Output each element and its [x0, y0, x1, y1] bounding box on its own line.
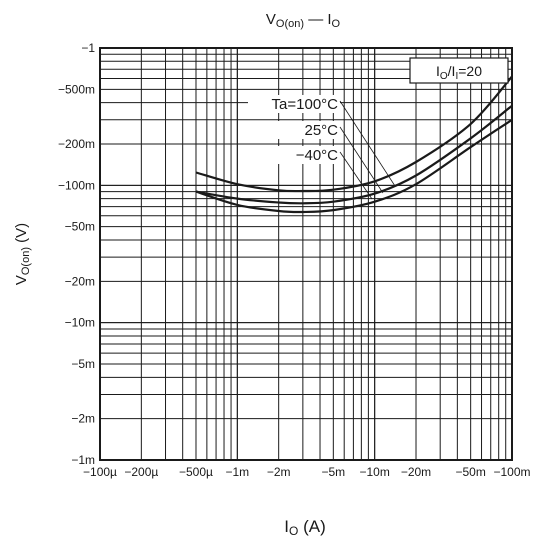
- x-tick-label: −100µ: [83, 465, 117, 479]
- ylabel-v: V: [13, 275, 30, 285]
- condition-box: [409, 57, 509, 84]
- series-leader-0: [339, 100, 396, 187]
- x-axis-label: IO (A): [284, 517, 325, 538]
- series-leader-2: [339, 151, 373, 200]
- x-tick-label: −200µ: [124, 465, 158, 479]
- y-tick-label: −1m: [71, 453, 95, 467]
- series-label-2: −40°C: [296, 147, 338, 164]
- ylabel-sub: O(on): [20, 247, 32, 275]
- cond-sub2: I: [455, 71, 458, 82]
- x-tick-label: −500µ: [179, 465, 213, 479]
- cond-rest: =20: [458, 63, 482, 79]
- ylabel-rest: (V): [13, 223, 30, 247]
- y-tick-label: −500m: [58, 82, 95, 96]
- condition-label: IO/II=20: [436, 63, 482, 82]
- series-leader-1: [339, 126, 384, 194]
- y-tick-label: −10m: [65, 316, 95, 330]
- x-tick-label: −20m: [401, 465, 431, 479]
- xlabel-i: I: [284, 517, 289, 536]
- y-tick-labels: −1 −500m −200m −100m −50m −20m −10m −5m −2m −1m: [58, 41, 95, 467]
- series-line-0: [195, 75, 513, 193]
- series-label-bg: [248, 146, 340, 164]
- cond-i: I: [436, 63, 440, 79]
- title-sub: O(on): [276, 18, 304, 30]
- curves: [195, 75, 513, 214]
- y-tick-label: −5m: [71, 357, 95, 371]
- x-tick-label: −50m: [455, 465, 485, 479]
- title-rest: — I: [304, 11, 332, 28]
- series-label-0: Ta=100°C: [272, 96, 339, 113]
- y-tick-label: −100m: [58, 178, 95, 192]
- y-tick-label: −20m: [65, 274, 95, 288]
- xlabel-sub: O: [289, 524, 298, 538]
- y-tick-label: −200m: [58, 137, 95, 151]
- x-tick-label: −5m: [321, 465, 345, 479]
- y-tick-label: −50m: [65, 220, 95, 234]
- y-tick-label: −2m: [71, 412, 95, 426]
- series-line-1: [195, 104, 513, 205]
- series-line-2: [195, 118, 513, 214]
- x-tick-label: −2m: [267, 465, 291, 479]
- title-v: V: [266, 11, 276, 28]
- series-label-1: 25°C: [304, 122, 338, 139]
- cond-mid: /I: [448, 63, 456, 79]
- cond-sub1: O: [440, 71, 448, 82]
- chart-title: VO(on) — IO: [266, 11, 341, 30]
- plot-frame: [99, 47, 513, 461]
- series-label-bg: [248, 95, 340, 113]
- series-labels: Ta=100°C 25°C −40°C: [248, 95, 396, 200]
- x-tick-labels: −100µ −200µ −500µ −1m −2m −5m −10m −20m −50m −100…: [83, 465, 530, 479]
- grid: [99, 47, 513, 461]
- y-tick-label: −1: [81, 41, 95, 55]
- xlabel-rest: (A): [298, 517, 325, 536]
- x-tick-label: −1m: [225, 465, 249, 479]
- x-tick-label: −100m: [493, 465, 530, 479]
- series-label-bg: [248, 121, 340, 139]
- x-tick-label: −10m: [359, 465, 389, 479]
- title-sub2: O: [332, 18, 341, 30]
- y-axis-label: VO(on) (V): [13, 223, 32, 285]
